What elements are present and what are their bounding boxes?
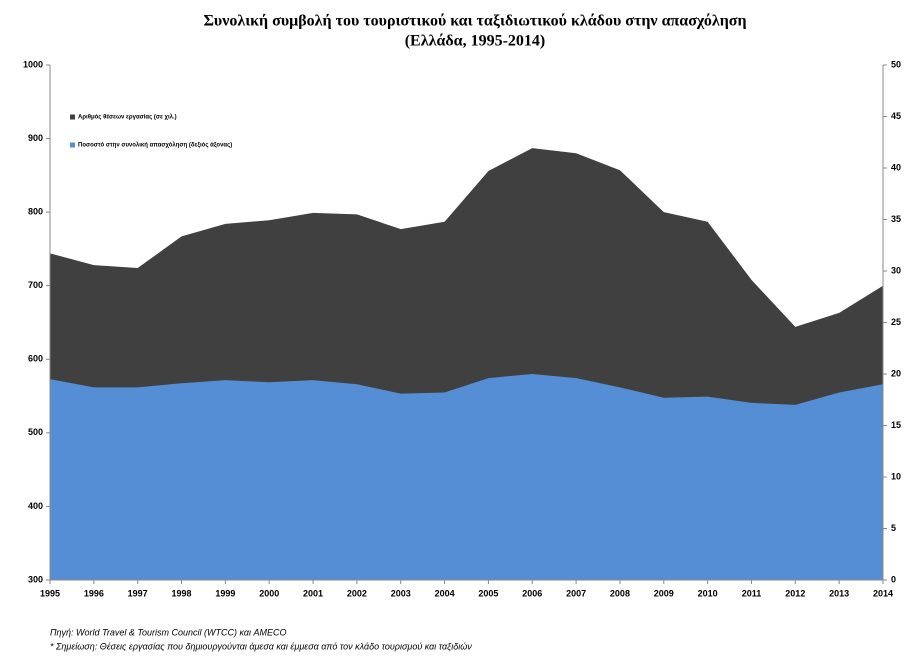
x-tick-label: 2012 <box>785 588 805 598</box>
x-tick-label: 2002 <box>347 588 367 598</box>
y-tick-label: 600 <box>28 354 43 364</box>
x-tick-label: 2011 <box>742 588 762 598</box>
chart-title: (Ελλάδα, 1995-2014) <box>405 33 546 50</box>
y2-tick-label: 40 <box>891 162 901 172</box>
y-tick-label: 900 <box>28 133 43 143</box>
x-tick-label: 1996 <box>84 588 104 598</box>
legend-swatch <box>70 114 75 120</box>
x-tick-label: 2013 <box>829 588 849 598</box>
y2-tick-label: 0 <box>891 574 896 584</box>
x-tick-label: 2008 <box>610 588 630 598</box>
y2-tick-label: 50 <box>891 59 901 69</box>
y2-tick-label: 10 <box>891 471 901 481</box>
legend-label: Αριθμός θέσεων εργασίας (σε χιλ.) <box>78 115 177 121</box>
legend-swatch <box>70 142 75 148</box>
y2-tick-label: 35 <box>891 214 901 224</box>
x-tick-label: 2005 <box>478 588 498 598</box>
x-tick-label: 2006 <box>522 588 542 598</box>
x-tick-label: 2000 <box>259 588 279 598</box>
chart-title: Συνολική συμβολή του τουριστικού και ταξ… <box>203 13 746 30</box>
x-tick-label: 1995 <box>40 588 60 598</box>
area <box>50 374 883 580</box>
y-tick-label: 700 <box>28 280 43 290</box>
x-tick-label: 2004 <box>435 588 455 598</box>
x-tick-label: 2009 <box>654 588 674 598</box>
y2-tick-label: 5 <box>891 523 896 533</box>
x-tick-label: 1997 <box>128 588 148 598</box>
y2-tick-label: 45 <box>891 111 901 121</box>
legend-label: Ποσοστό στην συνολική απασχόληση (δεξιός… <box>78 143 232 149</box>
y-tick-label: 800 <box>28 207 43 217</box>
x-tick-label: 1998 <box>172 588 192 598</box>
y2-tick-label: 20 <box>891 368 901 378</box>
footnote: Πηγή: World Travel & Tourism Council (WT… <box>50 627 287 637</box>
y2-tick-label: 25 <box>891 317 901 327</box>
x-tick-label: 2003 <box>391 588 411 598</box>
y-tick-label: 400 <box>28 501 43 511</box>
x-tick-label: 2001 <box>303 588 323 598</box>
x-tick-label: 2007 <box>566 588 586 598</box>
y-tick-label: 300 <box>28 574 43 584</box>
y-tick-label: 1000 <box>23 59 43 69</box>
x-tick-label: 2010 <box>698 588 718 598</box>
y2-tick-label: 30 <box>891 265 901 275</box>
y2-tick-label: 15 <box>891 420 901 430</box>
x-tick-label: 1999 <box>215 588 235 598</box>
x-tick-label: 2014 <box>873 588 893 598</box>
y-tick-label: 500 <box>28 427 43 437</box>
footnote: * Σημείωση: Θέσεις εργασίας που δημιουργ… <box>50 641 472 651</box>
